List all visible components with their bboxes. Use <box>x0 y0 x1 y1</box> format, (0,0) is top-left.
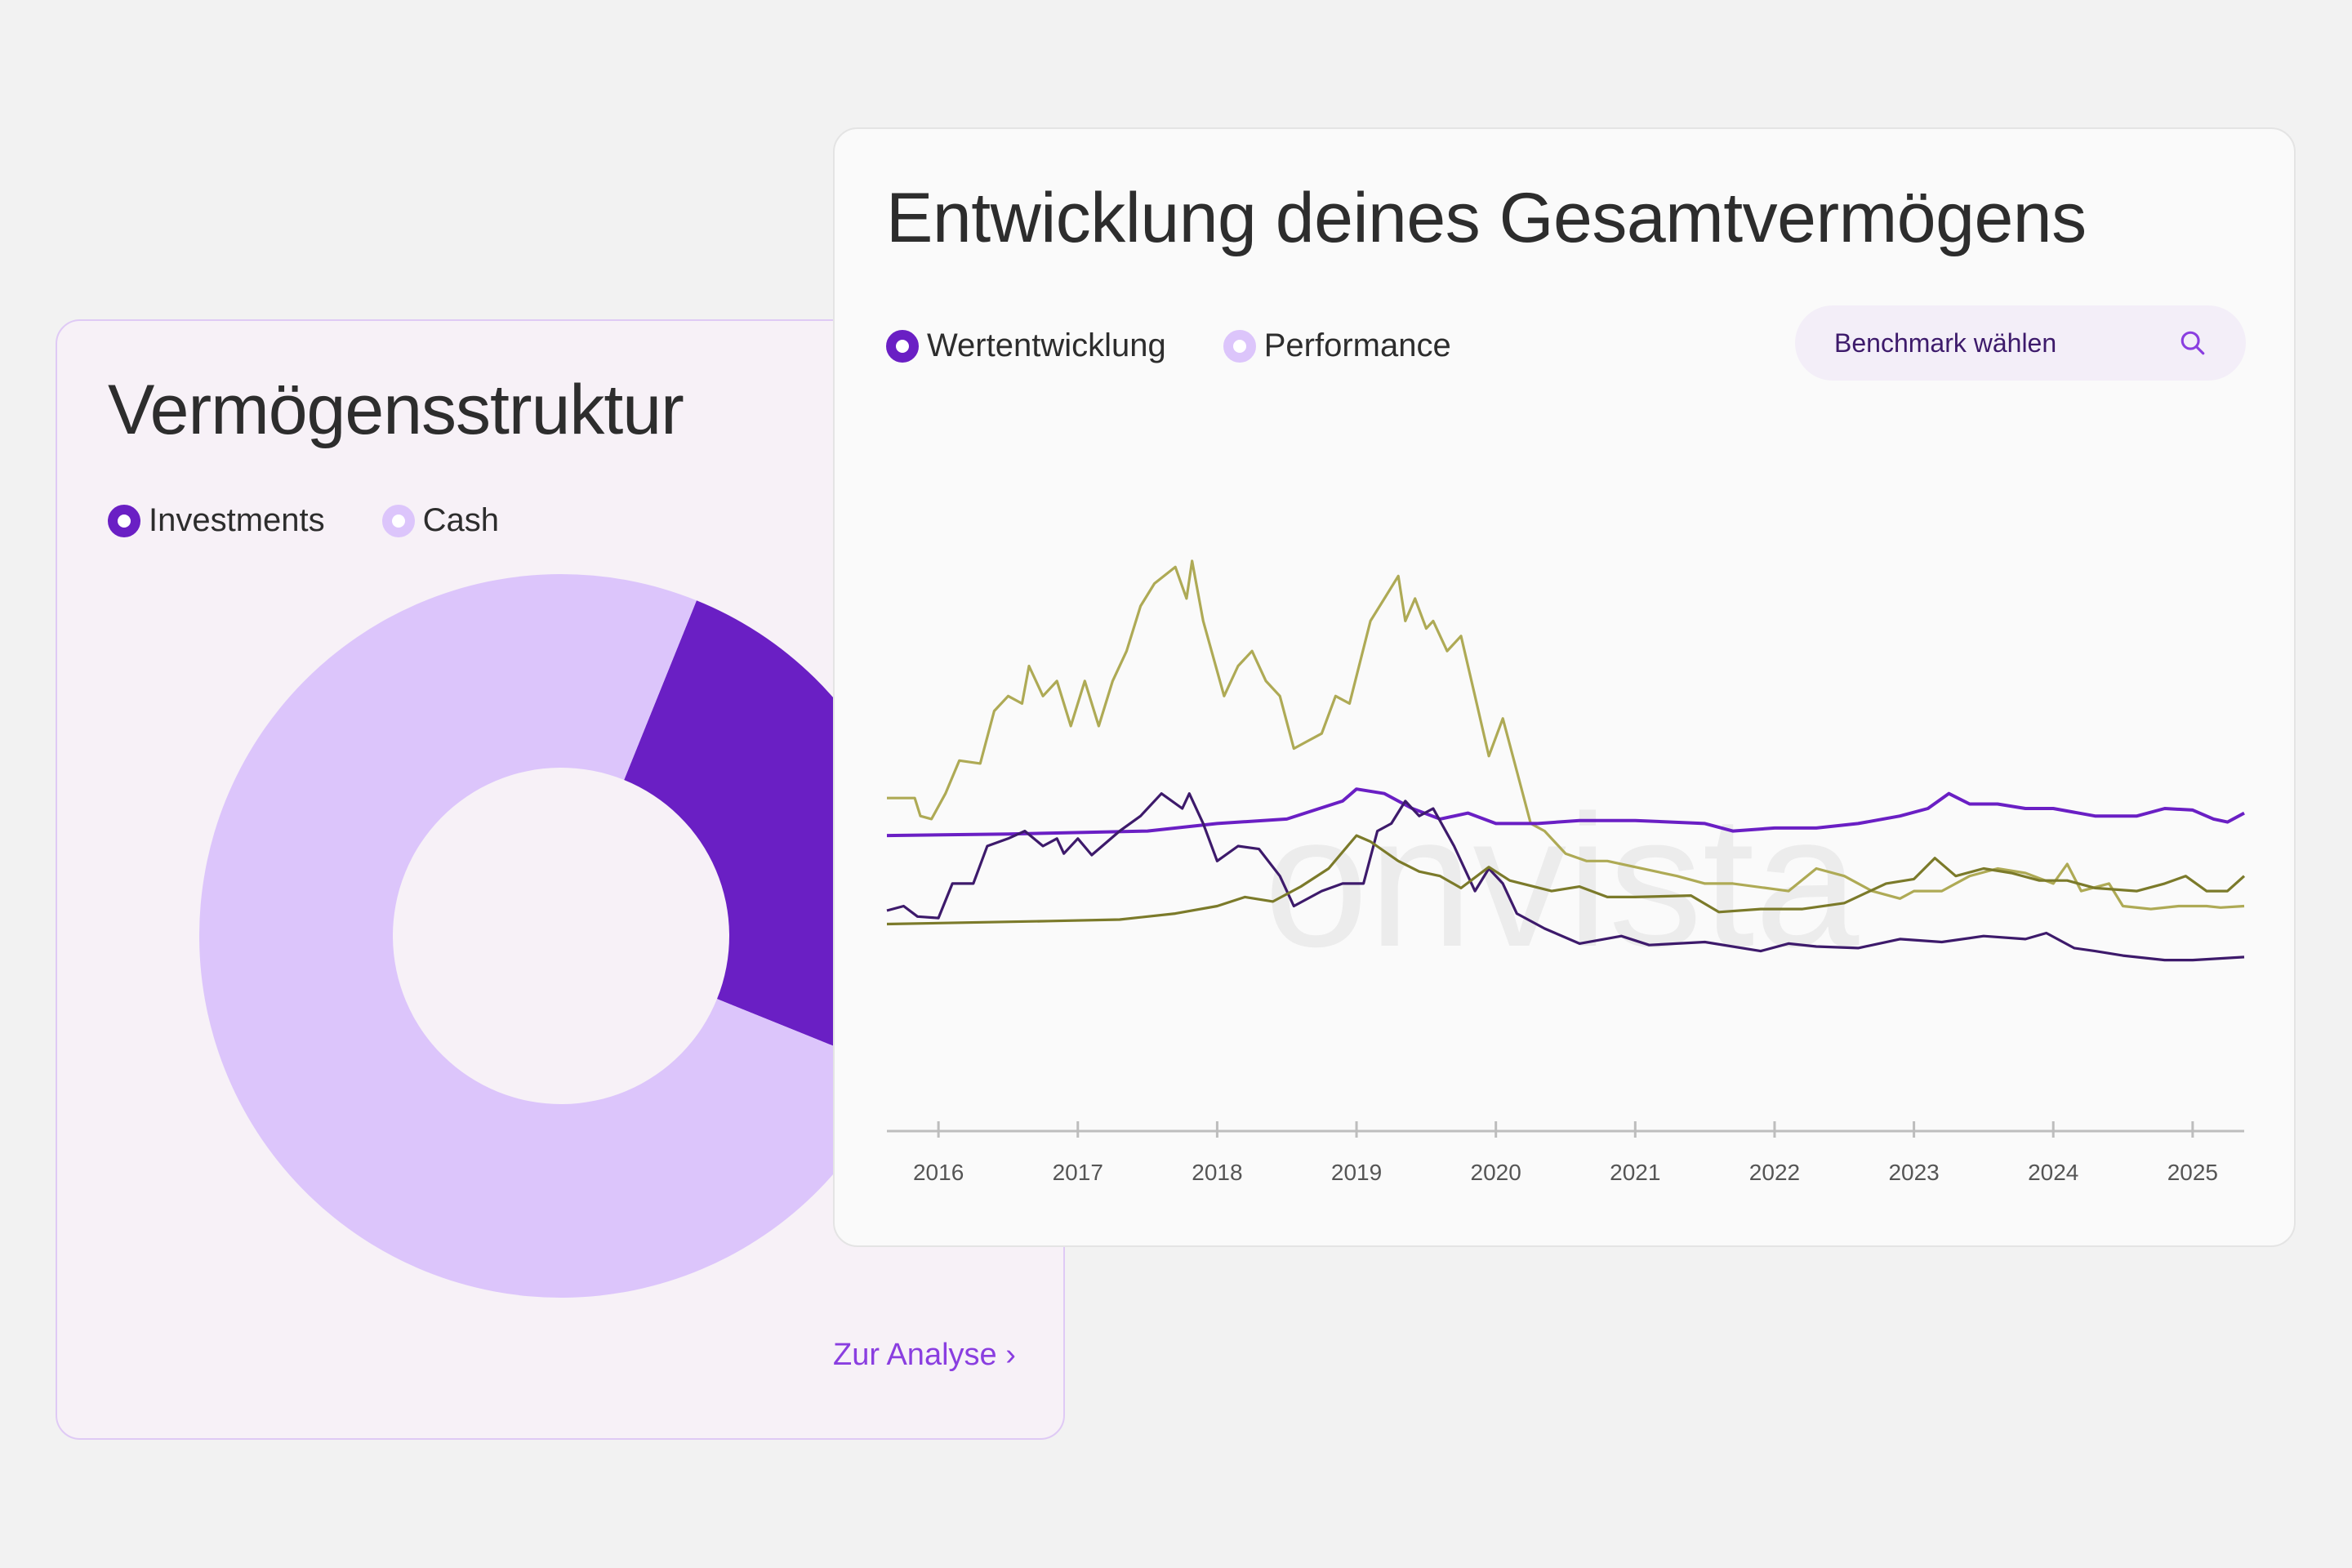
investments-dot-icon <box>108 504 140 537</box>
legend-item-cash[interactable]: Cash <box>381 502 500 539</box>
x-tick-label: 2025 <box>2167 1160 2218 1185</box>
legend-item-performance[interactable]: Performance <box>1223 327 1451 364</box>
benchmark-search[interactable]: Benchmark wählen <box>1795 305 2246 381</box>
wealth-development-card: Entwicklung deines Gesamtvermögens Werte… <box>833 127 2296 1247</box>
x-tick-label: 2016 <box>913 1160 964 1185</box>
series-line-benchmark-dark-olive[interactable] <box>886 834 2246 926</box>
watermark-logo: onvista <box>1264 776 1860 986</box>
asset-structure-title: Vermögensstruktur <box>108 371 684 449</box>
analysis-link[interactable]: Zur Analyse › <box>833 1338 1016 1372</box>
cash-dot-icon <box>381 504 415 537</box>
wealth-development-title: Entwicklung deines Gesamtvermögens <box>886 179 2087 257</box>
search-icon <box>2180 331 2205 355</box>
performance-radio-icon <box>1223 329 1256 363</box>
series-line-benchmark-light-olive[interactable] <box>887 559 2245 911</box>
x-tick-label: 2018 <box>1192 1160 1242 1185</box>
legend-label: Cash <box>422 502 500 538</box>
x-tick-label: 2023 <box>1888 1160 1939 1185</box>
legend-item-wertentwicklung[interactable]: Wertentwicklung <box>886 327 1166 364</box>
series-line-wertentwicklung[interactable] <box>886 787 2245 838</box>
legend-label: Investments <box>149 502 325 538</box>
wealth-legend: Wertentwicklung Performance <box>886 327 1508 364</box>
wertentwicklung-radio-icon <box>886 329 919 363</box>
legend-label: Performance <box>1263 327 1451 363</box>
x-tick-label: 2017 <box>1053 1160 1103 1185</box>
donut-slice-cash[interactable] <box>199 573 897 1298</box>
asset-structure-legend: Investments Cash <box>108 502 556 539</box>
wealth-line-chart: onvista 2016 2017 2018 2019 2020 2021 2022 2023… <box>886 559 2246 1185</box>
legend-item-investments[interactable]: Investments <box>108 502 325 539</box>
x-tick-label: 2021 <box>1610 1160 1660 1185</box>
benchmark-label: Benchmark wählen <box>1834 327 2057 358</box>
legend-label: Wertentwicklung <box>927 327 1166 363</box>
x-tick-label: 2019 <box>1331 1160 1382 1185</box>
series-line-performance-dark[interactable] <box>886 792 2245 962</box>
x-tick-label: 2022 <box>1749 1160 1800 1185</box>
x-tick-label: 2020 <box>1471 1160 1521 1185</box>
x-tick-label: 2024 <box>2028 1160 2078 1185</box>
